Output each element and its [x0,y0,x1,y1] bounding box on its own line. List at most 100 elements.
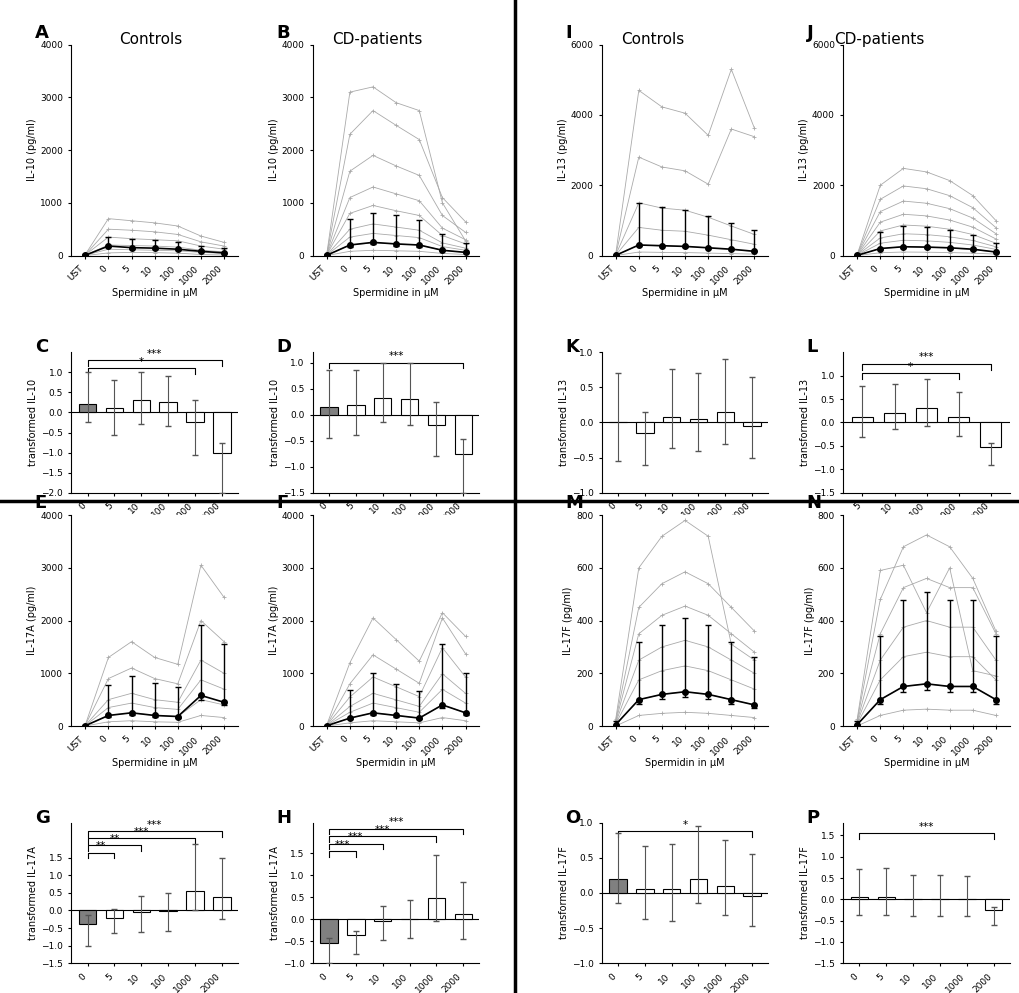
Bar [948,417,968,422]
Text: K: K [565,339,579,356]
X-axis label: Spermidine in μM: Spermidine in μM [353,525,438,535]
Bar [689,879,706,893]
Text: *: * [139,356,144,366]
Y-axis label: transformed IL-17A: transformed IL-17A [29,846,39,939]
Text: H: H [276,808,291,826]
Bar [106,911,123,918]
Bar [213,897,230,911]
X-axis label: Spermidin in μM: Spermidin in μM [645,759,725,769]
Text: B: B [276,24,289,42]
Bar [320,920,337,943]
Y-axis label: IL-17F (pg/ml): IL-17F (pg/ml) [804,587,814,654]
X-axis label: Spermidine in μM: Spermidine in μM [642,288,728,298]
Text: O: O [565,808,580,826]
Text: CD-patients: CD-patients [834,32,923,47]
Text: ***: *** [918,822,933,832]
X-axis label: Spermidine in μM: Spermidine in μM [882,525,968,535]
Text: N: N [806,495,821,512]
Text: J: J [806,24,812,42]
Bar [427,899,444,920]
Text: ***: *** [918,353,933,362]
Y-axis label: IL-10 (pg/ml): IL-10 (pg/ml) [28,119,38,182]
Bar [78,404,96,412]
Bar [716,886,734,893]
Bar [78,911,96,923]
Text: ***: *** [347,832,363,842]
X-axis label: Spermidin in μM: Spermidin in μM [356,759,435,769]
Y-axis label: transformed IL-10: transformed IL-10 [29,379,39,466]
Bar [662,890,680,893]
Bar [689,419,706,422]
Bar [186,412,204,422]
Y-axis label: transformed IL-13: transformed IL-13 [558,379,569,466]
Bar [851,417,872,422]
Text: A: A [35,24,49,42]
Y-axis label: transformed IL-17A: transformed IL-17A [270,846,279,939]
Y-axis label: IL-17A (pg/ml): IL-17A (pg/ml) [268,586,278,655]
Bar [876,898,894,900]
Text: M: M [565,495,583,512]
X-axis label: Spermidine in μM: Spermidine in μM [882,288,968,298]
Bar [743,422,760,426]
Y-axis label: transformed IL-17F: transformed IL-17F [800,846,809,939]
Text: ***: *** [147,820,162,830]
Text: I: I [565,24,572,42]
Text: ***: *** [147,349,162,358]
Text: L: L [806,339,817,356]
Text: *: * [682,819,687,830]
Bar [716,412,734,422]
Text: **: ** [96,841,106,851]
Text: G: G [35,808,50,826]
Bar [636,422,653,433]
Bar [662,417,680,422]
X-axis label: Spermidine in μM: Spermidine in μM [112,759,198,769]
Y-axis label: IL-10 (pg/ml): IL-10 (pg/ml) [268,119,278,182]
Text: Controls: Controls [621,32,684,47]
Text: C: C [35,339,48,356]
Bar [159,402,176,412]
X-axis label: Spermidine in μM: Spermidine in μM [882,759,968,769]
Bar [984,900,1002,910]
Bar [636,890,653,893]
Text: ***: *** [334,840,350,850]
Bar [132,911,150,913]
Y-axis label: transformed IL-10: transformed IL-10 [270,379,279,466]
Bar [850,898,867,900]
X-axis label: Spermidine in μM: Spermidine in μM [353,288,438,298]
Bar [346,405,364,415]
Y-axis label: transformed IL-13: transformed IL-13 [800,379,809,466]
Bar [320,407,337,415]
Bar [883,413,904,422]
Text: Controls: Controls [119,32,182,47]
Bar [454,415,472,454]
X-axis label: Spermidine in μM: Spermidine in μM [642,525,728,535]
X-axis label: Spermidine in μM: Spermidine in μM [112,525,198,535]
Bar [213,412,230,453]
Text: ***: *** [388,352,404,361]
Text: F: F [276,495,288,512]
Text: D: D [276,339,291,356]
Y-axis label: transformed IL-17F: transformed IL-17F [558,846,569,939]
Bar [979,422,1000,447]
Bar [186,891,204,911]
Y-axis label: IL-17A (pg/ml): IL-17A (pg/ml) [28,586,38,655]
Text: P: P [806,808,819,826]
Y-axis label: IL-13 (pg/ml): IL-13 (pg/ml) [557,119,568,182]
Bar [132,400,150,412]
Text: E: E [35,495,47,512]
Text: ***: *** [133,827,149,837]
Y-axis label: IL-13 (pg/ml): IL-13 (pg/ml) [798,119,808,182]
Text: ***: *** [388,817,404,827]
Bar [427,415,444,425]
Bar [743,893,760,897]
Y-axis label: IL-17F (pg/ml): IL-17F (pg/ml) [562,587,573,654]
Bar [454,914,472,920]
Bar [374,920,391,922]
Text: CD-patients: CD-patients [332,32,422,47]
Bar [400,399,418,415]
Bar [106,408,123,412]
Bar [608,879,626,893]
X-axis label: Spermidine in μM: Spermidine in μM [112,288,198,298]
Text: *: * [907,361,912,371]
Bar [346,920,364,934]
